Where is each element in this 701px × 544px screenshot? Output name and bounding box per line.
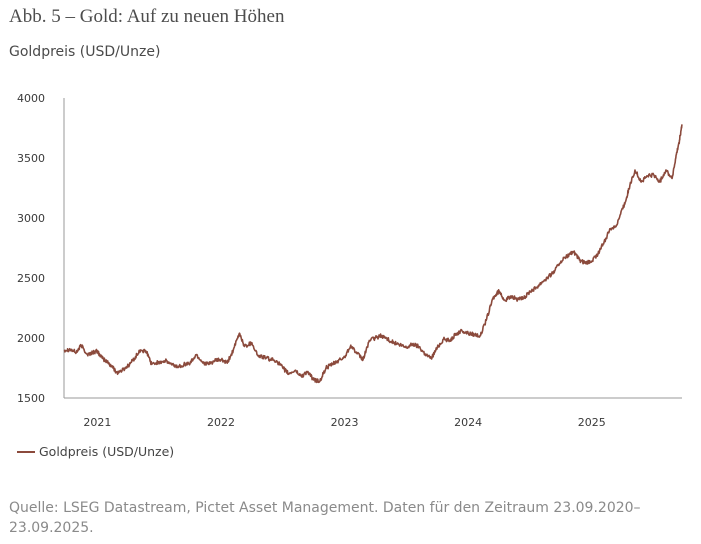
legend-label: Goldpreis (USD/Unze) — [39, 444, 175, 459]
legend-line-swatch — [17, 450, 35, 453]
y-tick-label: 3500 — [17, 152, 45, 165]
chart-series — [63, 124, 683, 384]
chart-tick-labels: 1500 2000 2500 3000 3500 4000 2021 2022 2023 2024… — [17, 92, 606, 429]
figure-title: Abb. 5 – Gold: Auf zu neuen Höhen — [9, 6, 285, 27]
series-line-goldpreis — [63, 124, 683, 384]
x-tick-label: 2023 — [331, 416, 359, 429]
x-tick-label: 2022 — [207, 416, 235, 429]
x-tick-label: 2025 — [578, 416, 606, 429]
y-tick-label: 3000 — [17, 212, 45, 225]
figure-subtitle: Goldpreis (USD/Unze) — [9, 44, 161, 60]
x-tick-label: 2024 — [454, 416, 482, 429]
gold-price-chart: 1500 2000 2500 3000 3500 4000 2021 2022 2023 2024… — [17, 92, 683, 429]
x-tick-label: 2021 — [83, 416, 111, 429]
source-note: Quelle: LSEG Datastream, Pictet Asset Ma… — [9, 500, 641, 536]
chart-legend: Goldpreis (USD/Unze) — [17, 444, 174, 459]
chart-axes — [63, 98, 682, 399]
y-tick-label: 2500 — [17, 272, 45, 285]
y-tick-label: 4000 — [17, 92, 45, 105]
y-tick-label: 1500 — [17, 392, 45, 405]
y-tick-label: 2000 — [17, 332, 45, 345]
